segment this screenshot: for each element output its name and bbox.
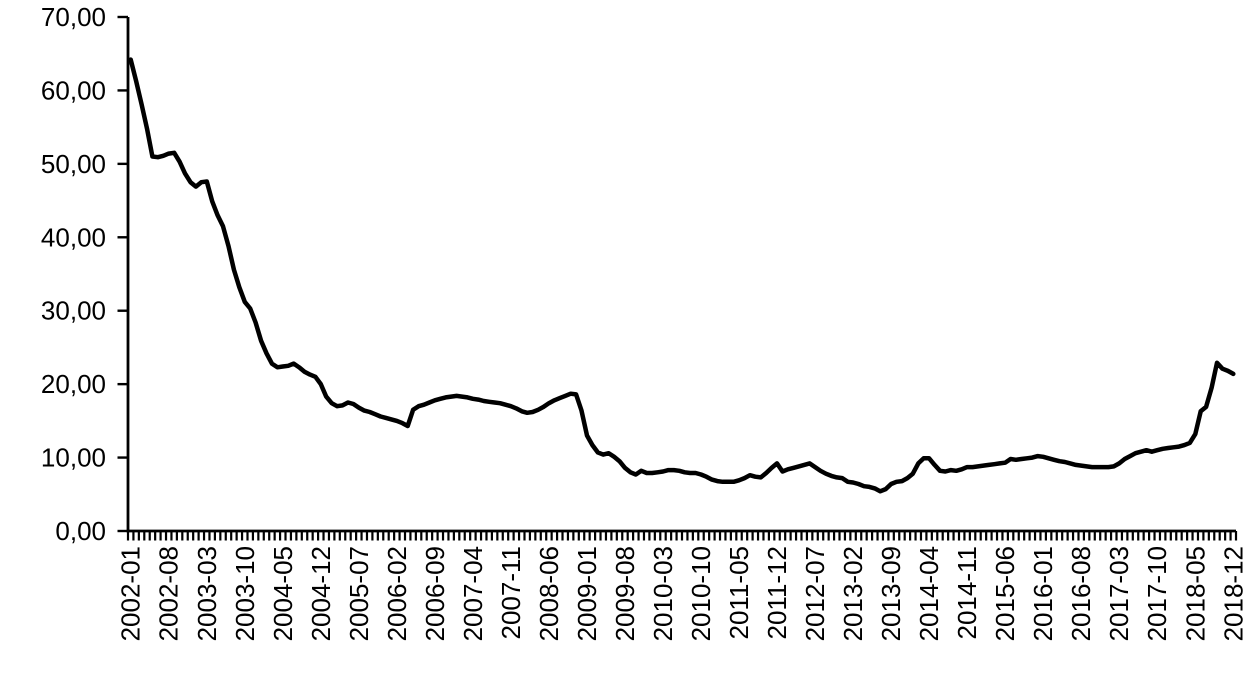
x-axis-label: 2018-12 (1218, 546, 1248, 641)
y-axis-label: 0,00 (55, 516, 106, 546)
y-axis-label: 60,00 (41, 75, 106, 105)
x-axis-label: 2002-01 (116, 546, 146, 641)
x-axis-label: 2009-01 (572, 546, 602, 641)
x-axis-label: 2008-06 (534, 546, 564, 641)
y-axis-labels: 0,00 10,00 20,00 30,00 40,00 50,00 60,00 70,00 (41, 2, 106, 546)
x-axis-label: 2009-08 (610, 546, 640, 641)
x-axis-label: 2013-09 (876, 546, 906, 641)
y-axis-label: 30,00 (41, 296, 106, 326)
x-axis-label: 2003-10 (230, 546, 260, 641)
x-axis-label: 2003-03 (192, 546, 222, 641)
y-axis-label: 20,00 (41, 369, 106, 399)
x-axis-label: 2013-02 (838, 546, 868, 641)
x-axis-label: 2012-07 (800, 546, 830, 641)
x-axis-label: 2011-05 (724, 546, 754, 640)
x-axis-label: 2010-03 (648, 546, 678, 641)
x-axis-label: 2014-11 (952, 546, 982, 640)
x-axis-label: 2007-11 (496, 546, 526, 640)
x-axis-label: 2018-05 (1180, 546, 1210, 641)
x-axis-label: 2002-08 (154, 546, 184, 641)
x-axis-label: 2006-02 (382, 546, 412, 641)
x-axis-label: 2017-10 (1142, 546, 1172, 641)
x-axis-label: 2014-04 (914, 546, 944, 641)
x-axis-label: 2004-05 (268, 546, 298, 641)
y-axis-label: 40,00 (41, 222, 106, 252)
x-axis-label: 2007-04 (458, 546, 488, 641)
x-axis-label: 2017-03 (1104, 546, 1134, 641)
x-axis-label: 2016-08 (1066, 546, 1096, 641)
x-axis-label: 2005-07 (344, 546, 374, 641)
x-axis-label: 2011-12 (762, 546, 792, 640)
x-axis-label: 2004-12 (306, 546, 336, 641)
x-axis-label: 2016-01 (1028, 546, 1058, 641)
x-axis-labels: 2002-01 2002-08 2003-03 2003-10 2004-05 2004-… (116, 546, 1249, 641)
x-axis (126, 529, 1238, 541)
x-axis-label: 2006-09 (420, 546, 450, 641)
y-axis-label: 10,00 (41, 443, 106, 473)
y-axis (117, 15, 130, 533)
x-axis-label: 2015-06 (990, 546, 1020, 641)
y-axis-label: 50,00 (41, 149, 106, 179)
y-axis-label: 70,00 (41, 2, 106, 32)
x-axis-label: 2010-10 (686, 546, 716, 641)
data-series (128, 57, 1236, 494)
data-series-line (128, 57, 1236, 494)
